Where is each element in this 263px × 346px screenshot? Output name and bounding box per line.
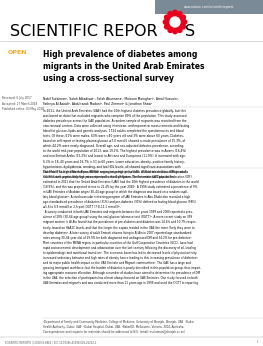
FancyBboxPatch shape [155,0,263,14]
Circle shape [178,11,182,16]
Text: The Middle East and North Africa (MENA) region has a high prevalence of diabetes: The Middle East and North Africa (MENA) … [43,170,201,285]
Circle shape [182,20,187,24]
Text: 1: 1 [256,340,258,344]
Circle shape [166,13,184,30]
Circle shape [178,28,182,33]
Circle shape [168,11,173,16]
Circle shape [170,17,180,27]
Circle shape [181,25,185,29]
Circle shape [181,15,185,19]
Circle shape [165,25,169,29]
Text: OPEN: OPEN [8,51,28,55]
Text: SCIENTIFIC REPORTS | (2018) 8:8862 | DOI:10.1038/s41598-018-26252-1: SCIENTIFIC REPORTS | (2018) 8:8862 | DOI… [5,340,97,344]
Circle shape [173,10,177,15]
Text: Nabil Sulaiman¹, Salah Albadiawi¹, Salah Abunnana¹, Maisoon Mainghari¹, Amal Hus: Nabil Sulaiman¹, Salah Albadiawi¹, Salah… [43,97,179,106]
Text: ¹Department of Family and Community Medicine, College of Medicine, University of: ¹Department of Family and Community Medi… [43,320,194,334]
Circle shape [163,20,168,24]
Text: High prevalence of diabetes among
migrants in the United Arab Emirates
using a c: High prevalence of diabetes among migran… [43,50,205,83]
Text: SCIENTIFIC REPOR: SCIENTIFIC REPOR [10,25,158,39]
Circle shape [165,15,169,19]
Circle shape [168,28,173,33]
Text: In 2011, the United Arab Emirates (UAE) had the 10th highest diabetes prevalence: In 2011, the United Arab Emirates (UAE) … [43,109,189,179]
Circle shape [173,29,177,34]
Text: S: S [185,25,195,39]
Text: www.nature.com/scientificreports: www.nature.com/scientificreports [184,5,234,9]
Text: Received: 6 July 2017
Accepted: 27 March 2018
Published online: 03 May 2018: Received: 6 July 2017 Accepted: 27 March… [2,96,44,111]
